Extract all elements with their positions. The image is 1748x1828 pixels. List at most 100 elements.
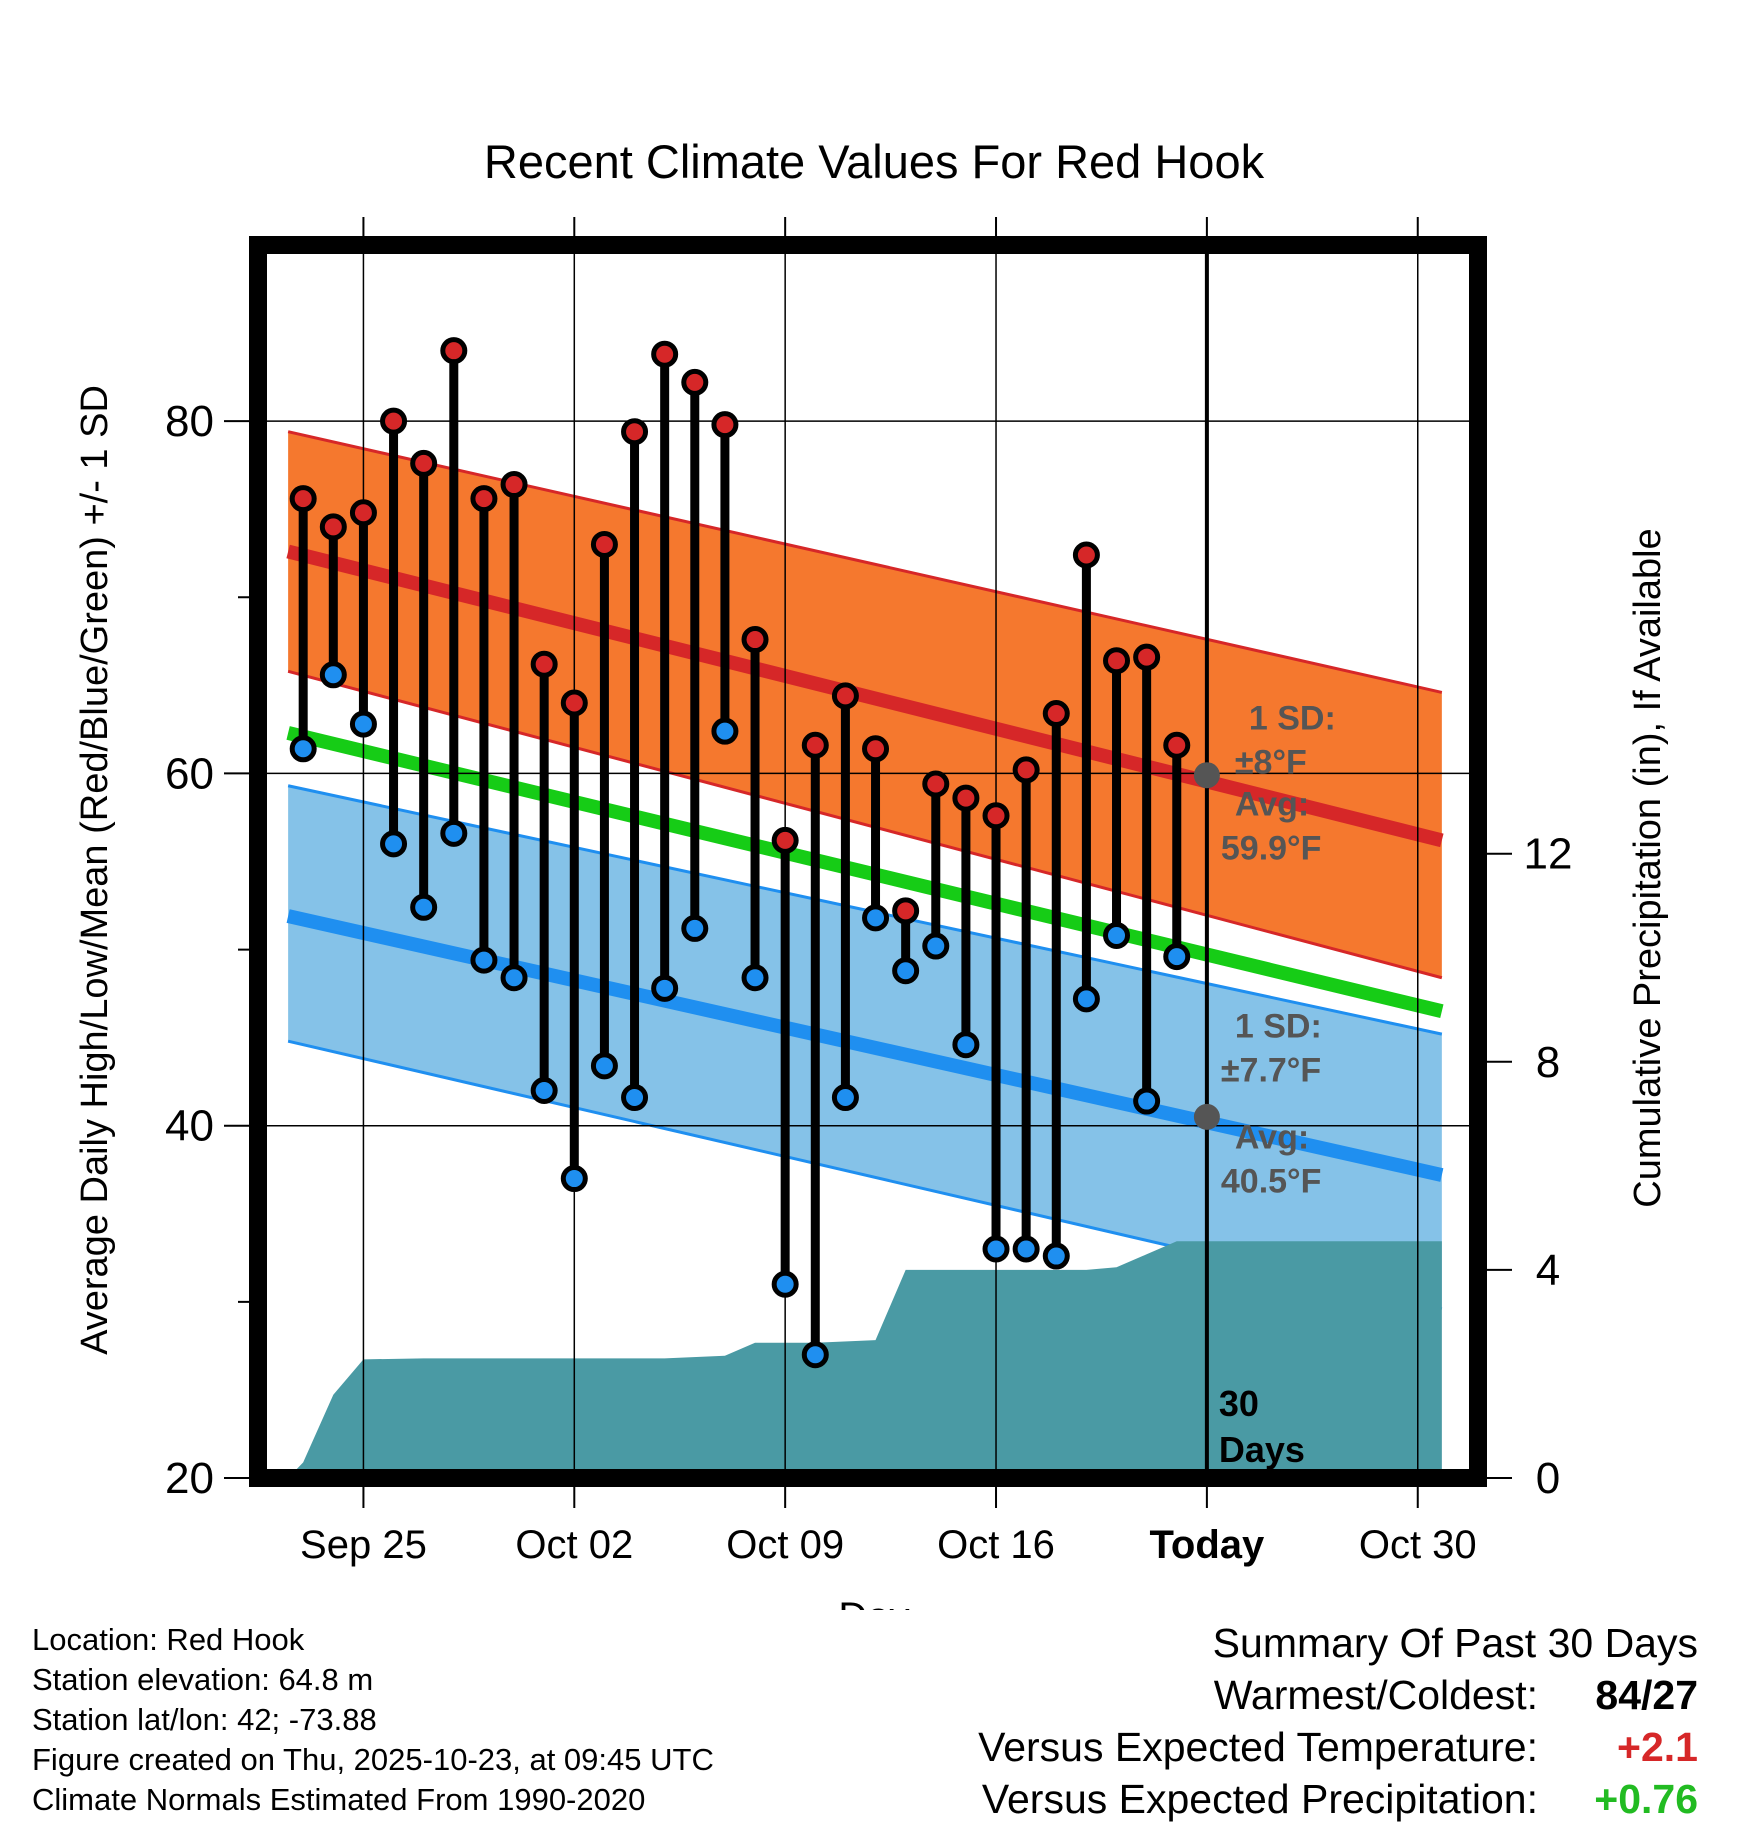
low-temp-point — [349, 710, 377, 738]
location-text: Location: Red Hook — [32, 1622, 305, 1657]
latlon-text: Station lat/lon: 42; -73.88 — [32, 1702, 377, 1737]
low-temp-point — [982, 1235, 1010, 1263]
low-temp-point — [801, 1341, 829, 1369]
low-temp-point — [862, 904, 890, 932]
normals-text: Climate Normals Estimated From 1990-2020 — [32, 1782, 646, 1817]
high-temp-point — [500, 471, 528, 499]
station-info: Location: Red Hook Station elevation: 64… — [32, 1620, 714, 1820]
low-temp-point — [922, 932, 950, 960]
low-sd-annotation-line2: ±7.7°F — [1221, 1052, 1321, 1090]
y2-tick-label: 8 — [1536, 1038, 1560, 1087]
low-temp-point — [1072, 985, 1100, 1013]
high-temp-point — [892, 897, 920, 925]
high-avg-annotation-line2: 59.9°F — [1221, 830, 1322, 868]
low-temp-point — [831, 1084, 859, 1112]
temp-diff-label: Versus Expected Temperature: — [978, 1724, 1538, 1770]
low-sd-annotation-line1: 1 SD: — [1235, 1008, 1322, 1046]
x-axis-label: Day — [838, 1595, 909, 1610]
today-days-label: Days — [1219, 1429, 1305, 1470]
low-temp-point — [892, 957, 920, 985]
high-temp-point — [1072, 541, 1100, 569]
high-temp-point — [741, 626, 769, 654]
y2-axis-label: Cumulative Precipitation (in), If Availa… — [1627, 528, 1669, 1207]
x-tick-label: Today — [1149, 1523, 1265, 1567]
plot-frame — [249, 236, 1487, 1487]
high-temp-point — [560, 689, 588, 717]
low-avg-marker — [1193, 1103, 1220, 1130]
x-tick-label: Oct 30 — [1359, 1523, 1477, 1567]
high-temp-point — [621, 418, 649, 446]
low-temp-point — [651, 974, 679, 1002]
high-temp-point — [1133, 643, 1161, 671]
high-temp-point — [440, 337, 468, 365]
low-avg-annotation-line2: 40.5°F — [1221, 1163, 1322, 1201]
high-temp-point — [922, 770, 950, 798]
created-text: Figure created on Thu, 2025-10-23, at 09… — [32, 1742, 714, 1777]
temp-diff-value: +2.1 — [1617, 1724, 1698, 1770]
warmest-value: 84/27 — [1595, 1672, 1698, 1718]
high-sd-annotation-line2: ±8°F — [1235, 743, 1307, 781]
high-temp-point — [862, 735, 890, 763]
high-avg-marker — [1193, 762, 1220, 789]
low-avg-annotation-line1: Avg: — [1235, 1119, 1309, 1157]
low-temp-point — [410, 893, 438, 921]
y2-tick-label: 0 — [1536, 1454, 1560, 1503]
low-temp-point — [530, 1076, 558, 1104]
low-temp-point — [560, 1165, 588, 1193]
warmest-label: Warmest/Coldest: — [1213, 1672, 1538, 1718]
climate-chart: Recent Climate Values For Red Hook Avera… — [74, 135, 1669, 1610]
x-tick-label: Oct 09 — [726, 1523, 844, 1567]
precip-diff-label: Versus Expected Precipitation: — [981, 1776, 1538, 1822]
x-tick-label: Oct 02 — [515, 1523, 633, 1567]
today-days-label: 30 — [1219, 1383, 1259, 1424]
high-temp-point — [952, 784, 980, 812]
y2-tick-label: 12 — [1524, 830, 1573, 879]
high-temp-point — [831, 682, 859, 710]
low-temp-point — [289, 735, 317, 763]
high-temp-point — [410, 449, 438, 477]
high-normal-band — [288, 431, 1442, 978]
high-temp-point — [590, 530, 618, 558]
high-temp-point — [681, 368, 709, 396]
summary-heading: Summary Of Past 30 Days — [1212, 1620, 1698, 1666]
high-temp-point — [530, 650, 558, 678]
high-temp-point — [319, 513, 347, 541]
low-temp-point — [1012, 1235, 1040, 1263]
chart-title: Recent Climate Values For Red Hook — [484, 135, 1265, 188]
high-temp-point — [711, 411, 739, 439]
low-temp-point — [741, 964, 769, 992]
summary-panel: Summary Of Past 30 Days Warmest/Coldest:… — [978, 1620, 1698, 1828]
elevation-text: Station elevation: 64.8 m — [32, 1662, 374, 1697]
low-temp-point — [590, 1052, 618, 1080]
y-tick-label: 40 — [165, 1102, 214, 1151]
high-band-upper-edge — [287, 430, 1443, 694]
x-tick-label: Oct 16 — [937, 1523, 1055, 1567]
low-temp-point — [1163, 943, 1191, 971]
high-temp-point — [349, 499, 377, 527]
y-tick-label: 20 — [165, 1454, 214, 1503]
high-temp-point — [801, 731, 829, 759]
low-temp-point — [380, 830, 408, 858]
high-sd-annotation-line1: 1 SD: — [1249, 699, 1336, 737]
low-temp-point — [319, 661, 347, 689]
low-temp-point — [470, 946, 498, 974]
low-temp-point — [1133, 1087, 1161, 1115]
y-axis-label: Average Daily High/Low/Mean (Red/Blue/Gr… — [74, 385, 116, 1355]
low-temp-point — [681, 914, 709, 942]
high-temp-point — [470, 485, 498, 513]
low-temp-point — [711, 717, 739, 745]
low-temp-point — [440, 819, 468, 847]
low-temp-point — [771, 1270, 799, 1298]
high-temp-point — [1103, 647, 1131, 675]
precip-area — [288, 1241, 1442, 1478]
high-avg-annotation-line1: Avg: — [1235, 786, 1309, 824]
high-temp-point — [1012, 756, 1040, 784]
high-temp-point — [982, 802, 1010, 830]
x-tick-label: Sep 25 — [300, 1523, 427, 1567]
high-temp-point — [380, 407, 408, 435]
plot-area: 1 SD: ±8°F Avg: 59.9°F 1 SD: ±7.7°F Avg: 40.5°F… — [258, 245, 1478, 1478]
precip-diff-value: +0.76 — [1594, 1776, 1698, 1822]
high-temp-point — [771, 826, 799, 854]
low-temp-point — [1042, 1242, 1070, 1270]
low-temp-point — [952, 1031, 980, 1059]
